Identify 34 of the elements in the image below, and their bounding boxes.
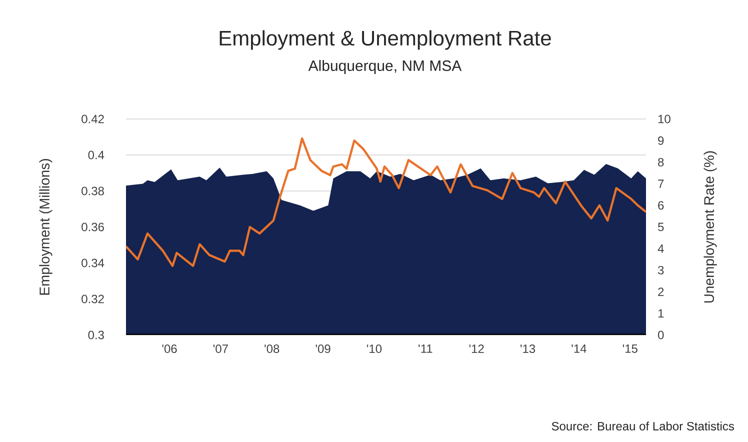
y2-tick-label: 0 — [658, 330, 664, 340]
x-tick-label: '15 — [622, 344, 638, 353]
x-tick-label: '14 — [572, 344, 586, 353]
y-axis-title: Employment (Millions) — [39, 159, 52, 295]
y-tick-label: 0.36 — [82, 222, 104, 232]
chart-subtitle: Albuquerque, NM MSA — [308, 60, 462, 74]
y-tick-label: 0.34 — [82, 258, 104, 268]
x-tick-label: '06 — [162, 344, 177, 354]
y2-tick-label: 9 — [658, 136, 664, 145]
y-tick-label: 0.38 — [82, 186, 104, 196]
x-tick-label: '10 — [367, 344, 382, 354]
x-tick-label: '07 — [213, 344, 228, 354]
line-series — [126, 137, 646, 267]
y2-tick-label: 2 — [658, 288, 664, 296]
y-tick-label: 0.3 — [88, 330, 104, 340]
x-tick-label: '12 — [469, 344, 484, 353]
x-tick-label: '08 — [264, 344, 280, 354]
y2-tick-label: 5 — [658, 222, 664, 232]
y2-tick-label: 1 — [658, 309, 664, 318]
x-tick-label: '11 — [418, 344, 432, 353]
y2-axis-title: Unemployment Rate (%) — [704, 151, 717, 303]
y2-tick-label: 3 — [658, 266, 664, 274]
y2-tick-label: 8 — [658, 158, 664, 166]
y2-tick-label: 7 — [658, 180, 664, 188]
x-tick-label: '09 — [316, 344, 330, 354]
y-tick-label: 0.42 — [82, 114, 104, 124]
source-note: Source: Bureau of Labor Statistics — [552, 422, 734, 430]
chart-title: Employment & Unemployment Rate — [220, 30, 551, 50]
y2-tick-label: 6 — [658, 201, 664, 210]
y-tick-label: 0.4 — [88, 150, 104, 160]
y2-tick-label: 10 — [658, 114, 670, 124]
x-tick-label: '13 — [520, 344, 536, 354]
y2-tick-label: 4 — [658, 244, 664, 253]
y-tick-label: 0.32 — [82, 294, 104, 304]
